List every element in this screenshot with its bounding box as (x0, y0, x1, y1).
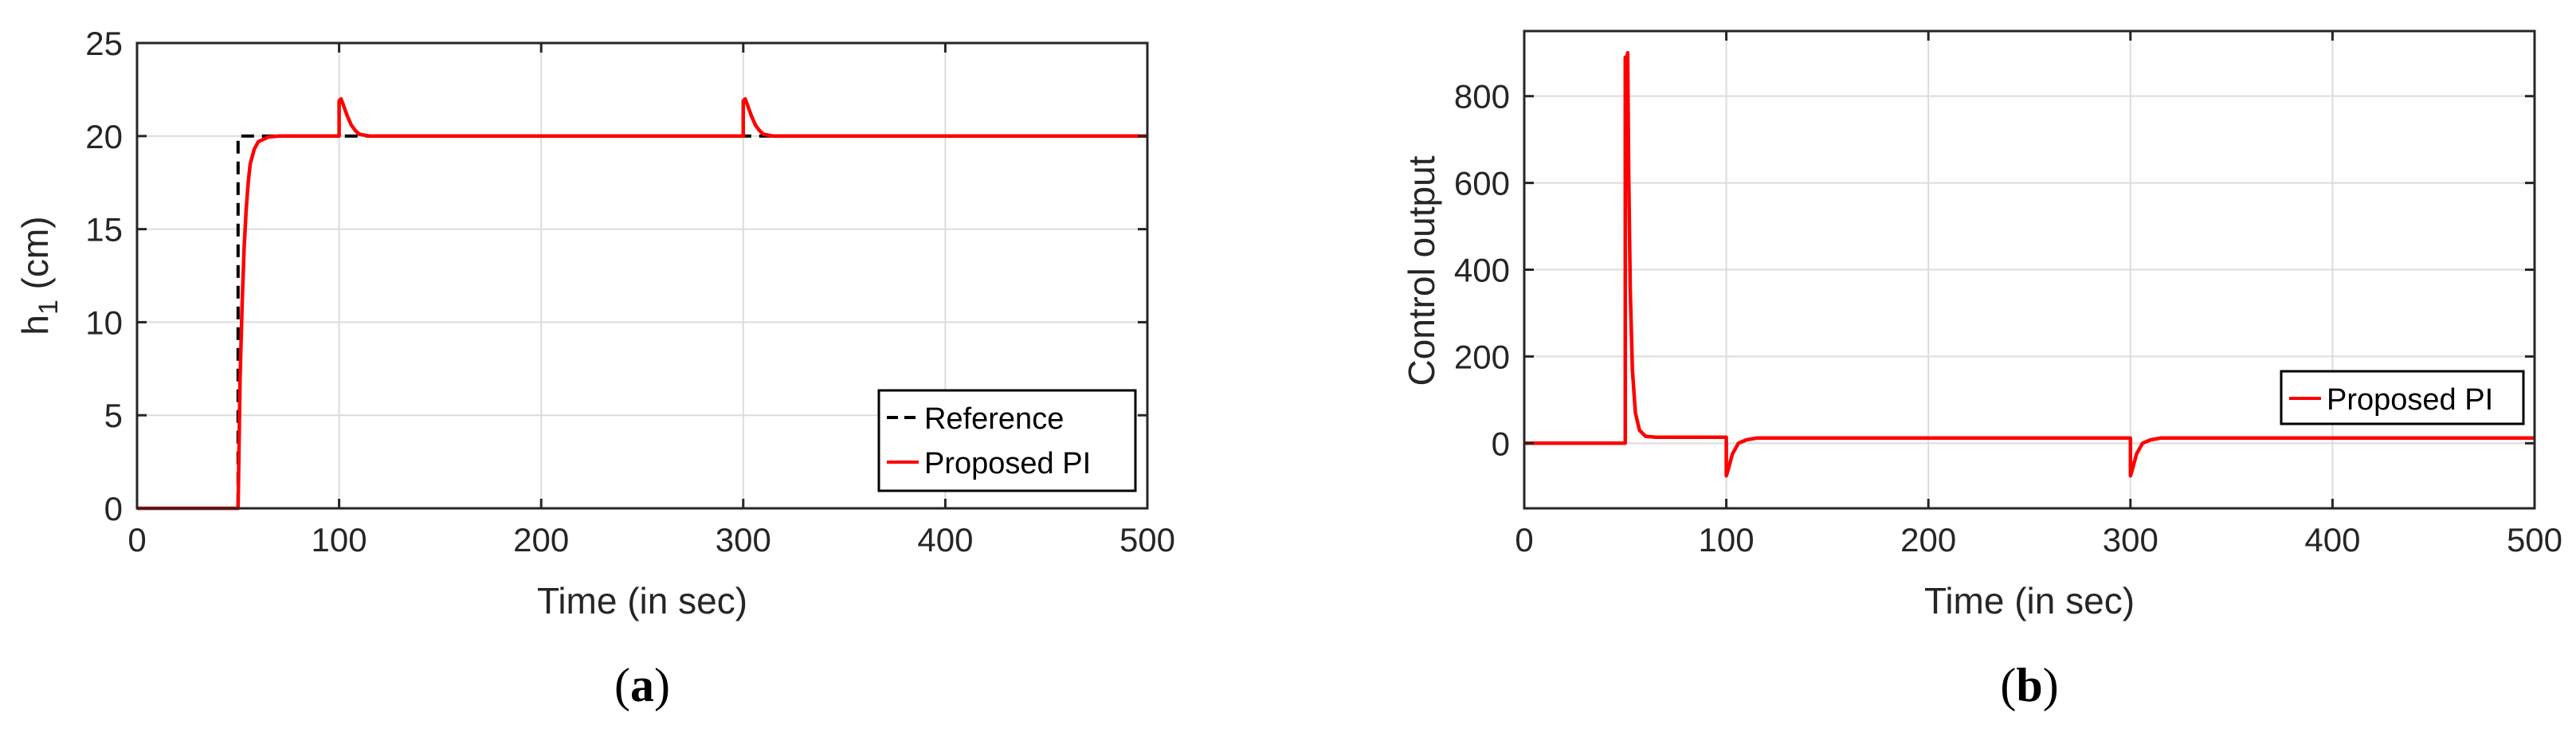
y-tick-label: 20 (85, 118, 123, 155)
series-line-proposed-pi-b (1524, 50, 2535, 478)
y-tick-label: 200 (1454, 338, 1510, 375)
legend-label-proposed-pi-b: Proposed PI (2327, 383, 2493, 417)
legend-a: Reference Proposed PI (877, 389, 1137, 492)
x-tick-label: 400 (2304, 521, 2360, 559)
panel-b: 0 100 200 300 400 500 0 200 400 600 800 Time (in s… (1401, 29, 2562, 711)
xlabel-a: Time (in sec) (537, 580, 747, 621)
x-tick-label: 300 (2103, 521, 2158, 559)
ylabel-b: Control output (1401, 155, 1442, 386)
y-tick-label: 0 (104, 490, 123, 527)
y-tick-label: 25 (85, 25, 123, 62)
ylabel-a: h1 (cm) (14, 216, 64, 335)
legend-box-b (2280, 370, 2525, 425)
x-tick-label: 500 (1119, 521, 1175, 559)
panel-label-b: (b) (2000, 659, 2058, 711)
y-tick-label: 5 (104, 397, 123, 434)
y-tick-label: 600 (1454, 165, 1510, 202)
series-line-proposed-pi-a (137, 96, 1147, 511)
ticks-b: 0 100 200 300 400 500 0 200 400 600 800 (1454, 31, 2562, 559)
legend-label-proposed-pi-a: Proposed PI (924, 447, 1091, 480)
x-tick-label: 200 (513, 521, 569, 559)
x-tick-label: 200 (1900, 521, 1956, 559)
x-tick-label: 0 (1515, 521, 1533, 559)
y-tick-label: 10 (85, 304, 123, 341)
panel-label-a: (a) (614, 659, 670, 711)
x-tick-label: 0 (127, 521, 146, 559)
axes-box-a (135, 41, 1149, 510)
x-tick-label: 300 (716, 521, 771, 559)
x-tick-label: 100 (312, 521, 367, 559)
legend-b: Proposed PI (2280, 370, 2525, 425)
x-tick-label: 500 (2507, 521, 2562, 559)
y-tick-label: 0 (1492, 425, 1510, 462)
series-b (1524, 50, 2535, 478)
y-tick-label: 400 (1454, 252, 1510, 289)
y-tick-label: 800 (1454, 78, 1510, 116)
panel-a: 0 100 200 300 400 500 0 5 10 15 20 25 Time (in sec)… (14, 25, 1175, 711)
x-tick-label: 100 (1699, 521, 1755, 559)
x-tick-label: 400 (917, 521, 973, 559)
xlabel-b: Time (in sec) (1924, 580, 2135, 621)
y-tick-label: 15 (85, 211, 123, 249)
legend-label-reference: Reference (924, 402, 1064, 436)
legend-box-a (877, 389, 1137, 492)
ticks-a: 0 100 200 300 400 500 0 5 10 15 20 25 (85, 25, 1175, 559)
